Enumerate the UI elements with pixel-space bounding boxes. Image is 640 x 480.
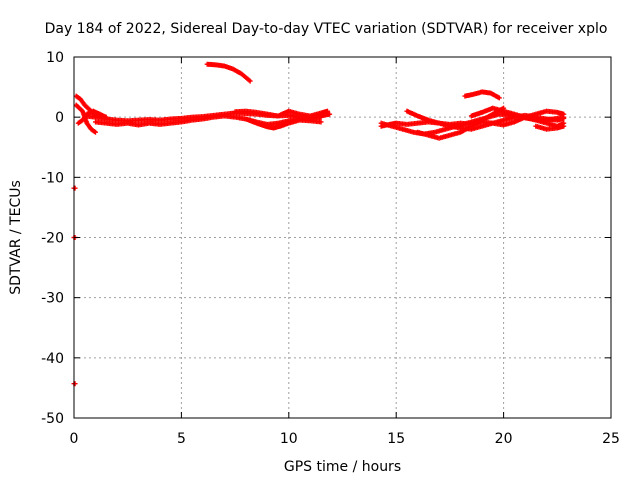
data-track xyxy=(204,61,253,84)
data-track xyxy=(415,105,507,141)
data-point-markers xyxy=(462,89,502,101)
series-sdtvar xyxy=(71,61,567,387)
x-tick-label: 10 xyxy=(280,431,298,447)
y-axis: 10 0 -10 -20 -30 -40 -50 xyxy=(41,50,611,427)
grid-lines xyxy=(74,57,611,418)
data-track xyxy=(468,105,567,129)
data-point-markers xyxy=(243,116,324,131)
data-point-markers xyxy=(468,105,567,129)
x-axis: 0 5 10 15 20 25 xyxy=(70,57,620,447)
y-tick-label: -40 xyxy=(41,351,64,367)
x-tick-label: 15 xyxy=(387,431,405,447)
data-point-markers xyxy=(232,108,330,119)
data-track xyxy=(71,185,78,191)
x-axis-label: GPS time / hours xyxy=(284,459,401,475)
data-track xyxy=(462,89,502,101)
y-tick-label: -20 xyxy=(41,231,64,247)
data-track xyxy=(243,116,324,131)
chart-title: Day 184 of 2022, Sidereal Day-to-day VTE… xyxy=(45,21,608,37)
x-tick-label: 20 xyxy=(495,431,513,447)
data-point-markers xyxy=(415,105,507,141)
y-tick-label: -10 xyxy=(41,170,64,186)
y-axis-label: SDTVAR / TECUs xyxy=(8,180,24,295)
y-tick-label: 0 xyxy=(55,110,64,126)
data-point-markers xyxy=(71,381,78,387)
y-tick-label: 10 xyxy=(46,50,64,66)
x-tick-label: 25 xyxy=(602,431,620,447)
x-tick-label: 0 xyxy=(70,431,79,447)
x-tick-label: 5 xyxy=(177,431,186,447)
data-track xyxy=(232,108,330,119)
data-point-markers xyxy=(71,185,78,191)
y-tick-label: -50 xyxy=(41,411,64,427)
data-point-markers xyxy=(204,61,253,84)
data-track xyxy=(71,381,78,387)
y-tick-label: -30 xyxy=(41,291,64,307)
